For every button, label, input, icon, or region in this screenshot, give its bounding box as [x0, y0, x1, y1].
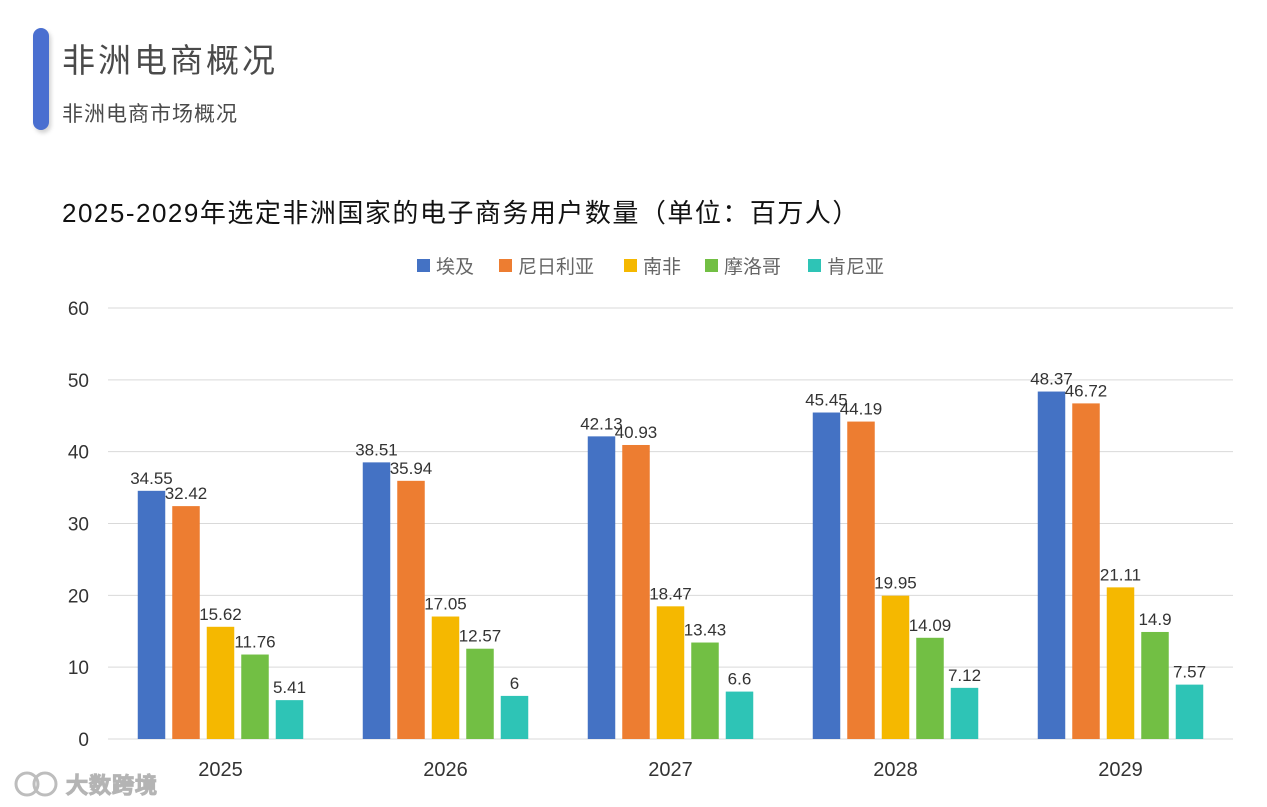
bar — [950, 687, 979, 739]
legend-swatch — [808, 259, 821, 272]
data-label: 12.57 — [459, 627, 502, 646]
watermark: 大数跨境 — [12, 766, 158, 802]
data-label: 13.43 — [684, 621, 727, 640]
legend-label: 南非 — [643, 256, 681, 278]
chart-title: 2025-2029年选定非洲国家的电子商务用户数量（单位：百万人） — [62, 198, 860, 228]
x-tick-label: 2029 — [1098, 759, 1143, 781]
bar — [1037, 391, 1066, 739]
bar — [362, 462, 391, 739]
legend: 埃及 尼日利亚 南非 摩洛哥 肯尼亚 — [417, 256, 884, 278]
data-label: 6 — [510, 674, 519, 693]
data-label: 35.94 — [390, 459, 433, 478]
bar — [397, 480, 425, 739]
data-label: 44.19 — [840, 400, 883, 419]
data-label: 21.11 — [1100, 565, 1141, 584]
data-label: 32.42 — [165, 484, 208, 503]
data-label: 46.72 — [1065, 381, 1108, 400]
data-label: 18.47 — [649, 584, 692, 603]
bar — [656, 606, 685, 739]
bar — [172, 506, 200, 739]
bar — [466, 648, 494, 739]
y-tick-label: 60 — [68, 299, 89, 320]
title-accent-bar — [33, 28, 49, 130]
data-label: 14.9 — [1138, 610, 1171, 629]
bar — [622, 444, 650, 739]
data-label: 19.95 — [874, 574, 917, 593]
bar — [241, 654, 269, 739]
x-axis: 2025 2026 2027 2028 2029 — [198, 759, 1143, 781]
data-label: 7.57 — [1173, 663, 1206, 682]
legend-swatch — [417, 259, 430, 272]
data-label: 17.05 — [424, 595, 467, 614]
data-label: 11.76 — [234, 633, 275, 652]
data-label: 42.13 — [580, 414, 623, 433]
bar — [725, 691, 754, 739]
data-label: 34.55 — [130, 469, 173, 488]
x-tick-label: 2025 — [198, 759, 243, 781]
legend-swatch — [624, 259, 637, 272]
bar — [275, 700, 304, 739]
bar — [137, 490, 166, 739]
y-tick-label: 0 — [78, 730, 89, 751]
bar — [1106, 587, 1135, 739]
watermark-logo-icon — [14, 771, 58, 797]
bar — [691, 642, 719, 739]
y-tick-label: 10 — [68, 658, 89, 679]
data-label: 40.93 — [615, 423, 658, 442]
y-axis: 0 10 20 30 40 50 60 — [68, 299, 89, 751]
bar — [1072, 403, 1100, 739]
legend-label: 摩洛哥 — [724, 256, 781, 278]
data-label: 15.62 — [199, 605, 242, 624]
x-tick-label: 2028 — [873, 759, 918, 781]
bar — [812, 412, 841, 739]
legend-swatch — [705, 259, 718, 272]
y-tick-label: 30 — [68, 515, 89, 536]
data-label: 38.51 — [355, 440, 398, 459]
y-tick-label: 50 — [68, 371, 89, 392]
y-tick-label: 40 — [68, 443, 89, 464]
bar — [847, 421, 875, 739]
legend-label: 埃及 — [436, 256, 474, 278]
bar — [1175, 684, 1204, 739]
data-label: 14.09 — [909, 616, 952, 635]
bar — [431, 616, 460, 739]
page-title: 非洲电商概况 — [62, 41, 278, 80]
y-tick-label: 20 — [68, 586, 89, 607]
data-label: 7.12 — [948, 666, 981, 685]
bar — [587, 436, 616, 739]
bar — [1141, 631, 1169, 739]
chart-bars — [137, 391, 1204, 739]
legend-label: 尼日利亚 — [518, 256, 594, 278]
watermark-text: 大数跨境 — [65, 774, 159, 800]
data-label: 5.41 — [273, 678, 306, 697]
data-label: 6.6 — [728, 670, 752, 689]
bar — [916, 637, 944, 739]
legend-label: 肯尼亚 — [827, 256, 884, 278]
x-tick-label: 2026 — [423, 759, 468, 781]
page-subtitle: 非洲电商市场概况 — [62, 102, 238, 126]
bar — [500, 695, 529, 739]
bar — [206, 626, 235, 739]
data-label: 45.45 — [805, 391, 848, 410]
legend-swatch — [499, 259, 512, 272]
bar — [881, 595, 910, 739]
x-tick-label: 2027 — [648, 759, 693, 781]
data-label: 48.37 — [1030, 370, 1073, 389]
